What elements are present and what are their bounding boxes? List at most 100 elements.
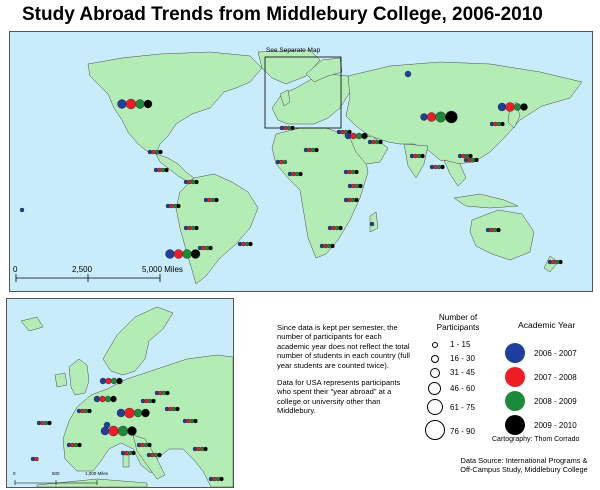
year-color-swatch — [505, 415, 525, 435]
size-circle-6 — [425, 420, 445, 440]
year-color-swatch — [505, 391, 525, 411]
africa — [271, 127, 369, 259]
world-map-canvas — [15, 49, 583, 285]
separate-map-box — [264, 56, 342, 129]
participant-circle — [105, 377, 112, 385]
year-label: 2009 - 2010 — [534, 421, 577, 430]
inset-scale-label-0: 0 — [13, 471, 16, 476]
participant-circle — [505, 102, 515, 112]
participant-circle — [147, 442, 152, 448]
year-label: 2006 - 2007 — [534, 349, 577, 358]
participant-circle — [500, 121, 505, 127]
participant-circle — [99, 377, 107, 385]
source-line-2: Off-Campus Study, Middlebury College — [460, 465, 588, 474]
participant-circle — [175, 406, 180, 412]
participant-circle — [103, 421, 111, 429]
data-source: Data Source: International Programs & Of… — [454, 456, 594, 474]
year-label: 2008 - 2009 — [534, 397, 577, 406]
participant-circle — [135, 99, 145, 109]
participant-circle — [125, 98, 137, 110]
southeast-asia — [443, 159, 467, 187]
participant-circle — [165, 249, 175, 259]
participant-circle — [440, 164, 445, 170]
participant-circle — [157, 452, 162, 458]
participants-class-label: 31 - 45 — [450, 368, 475, 377]
participant-circle — [248, 241, 253, 247]
participant-circle — [108, 425, 119, 437]
participant-circle — [182, 249, 192, 259]
participant-circle — [219, 476, 224, 482]
participant-circle — [34, 456, 39, 462]
europe-landmasses — [20, 306, 233, 487]
year-color-swatch — [505, 343, 525, 363]
sardinia-inset — [122, 454, 130, 468]
indonesia — [453, 193, 519, 209]
participant-circle — [143, 99, 153, 109]
participant-circle — [282, 159, 288, 165]
participant-circle — [77, 442, 82, 448]
participant-circle — [117, 425, 129, 437]
cartography-credit: Cartography: Thom Corrado — [492, 436, 580, 443]
participant-circle — [164, 167, 169, 173]
participant-circle — [558, 259, 563, 265]
madagascar — [369, 211, 379, 233]
participant-circle — [203, 446, 208, 452]
europe-scale-bar — [14, 480, 98, 485]
participant-circle — [93, 395, 101, 403]
size-circle-3 — [430, 368, 440, 378]
participant-circle — [513, 103, 522, 111]
uk — [279, 89, 291, 107]
world-participant-circles — [19, 70, 563, 265]
map-title: Study Abroad Trends from Middlebury Coll… — [22, 4, 543, 25]
participant-circle — [158, 149, 163, 155]
new-zealand — [543, 255, 559, 273]
participant-circle — [330, 243, 335, 249]
europe-inset-map[interactable]: 0 500 1,000 Miles — [6, 298, 234, 488]
participant-circle — [194, 225, 199, 231]
participant-circle — [426, 112, 437, 122]
participant-circle — [496, 227, 501, 233]
participant-circle — [151, 398, 156, 404]
participant-circle — [208, 245, 213, 251]
participant-circle — [344, 132, 352, 140]
source-line-1: Data Source: International Programs & — [460, 456, 588, 465]
scandinavia-inset — [102, 306, 174, 376]
year-label: 2007 - 2008 — [534, 373, 577, 382]
participant-circle — [176, 203, 181, 209]
participant-circle — [131, 450, 136, 456]
participant-circle — [165, 390, 170, 396]
world-landmasses — [87, 49, 583, 285]
participant-circle — [404, 70, 412, 78]
ireland-inset — [54, 372, 68, 388]
data-notes: Since data is kept per semester, the num… — [277, 323, 413, 424]
participant-circle — [19, 207, 25, 213]
participant-circle — [141, 408, 150, 418]
participant-circle — [116, 377, 123, 385]
central-america — [155, 153, 195, 183]
semester-note: Since data is kept per semester, the num… — [277, 323, 410, 370]
participant-circle — [117, 99, 127, 109]
participant-circle — [87, 408, 92, 414]
participant-circle — [124, 407, 135, 419]
europe-participant-circles — [30, 377, 224, 482]
participants-class-label: 1 - 15 — [450, 340, 471, 349]
participant-circle — [354, 197, 359, 203]
participant-circle — [378, 139, 383, 145]
separate-map-label[interactable]: See Separate Map — [266, 47, 321, 54]
scandinavia — [305, 57, 343, 83]
participant-circle — [338, 225, 343, 231]
participant-circle — [173, 249, 184, 259]
participant-circle — [314, 147, 319, 153]
inset-scale-label-500: 500 — [52, 471, 60, 476]
size-circle-2 — [431, 355, 439, 363]
size-circle-1 — [432, 342, 438, 348]
participant-circle — [369, 221, 375, 227]
participant-circle — [127, 426, 137, 436]
size-circle-4 — [428, 382, 441, 395]
participant-circle — [110, 377, 118, 385]
participant-circle — [445, 110, 458, 124]
participant-circle — [47, 420, 52, 426]
participant-circle — [354, 169, 359, 175]
participant-circle — [355, 132, 363, 140]
world-map[interactable]: See Separate Map 0 2,500 5,000 Miles — [9, 31, 593, 292]
